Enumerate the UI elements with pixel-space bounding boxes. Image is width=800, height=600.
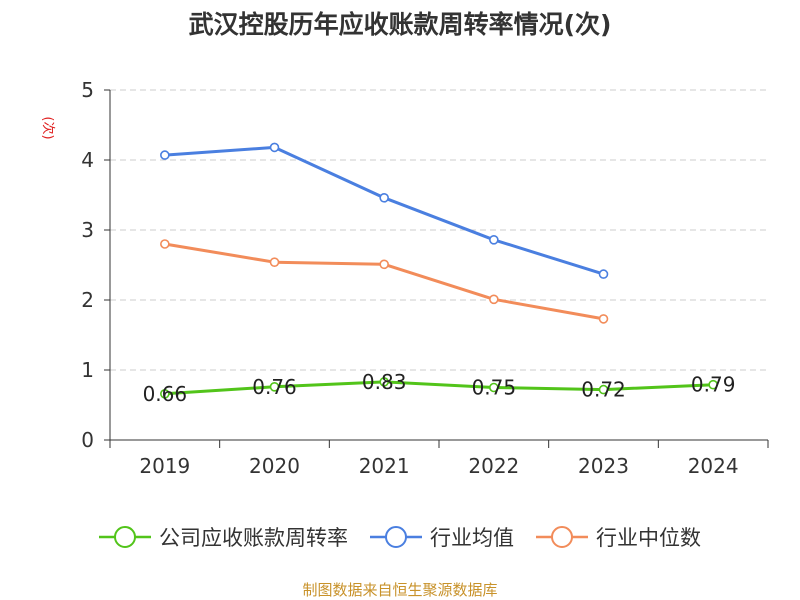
data-point[interactable] bbox=[269, 142, 280, 153]
data-point[interactable] bbox=[379, 259, 389, 270]
data-point[interactable] bbox=[598, 314, 609, 324]
legend-item-2[interactable]: 行业中位数 bbox=[536, 526, 701, 550]
chart-title: 武汉控股历年应收账款周转率情况(次) bbox=[189, 10, 612, 39]
x-tick-label: 2020 bbox=[249, 454, 300, 478]
y-tick-label: 2 bbox=[81, 288, 94, 312]
data-point[interactable] bbox=[708, 379, 718, 390]
source-note: 制图数据来自恒生聚源数据库 bbox=[302, 581, 497, 599]
data-point[interactable] bbox=[598, 269, 609, 279]
x-tick-label: 2023 bbox=[578, 454, 629, 478]
x-tick-label: 2022 bbox=[468, 454, 519, 478]
gridlines bbox=[110, 89, 768, 371]
legend-item-1[interactable]: 行业均值 bbox=[370, 526, 514, 550]
legend-label: 行业中位数 bbox=[596, 526, 701, 550]
series-line-0 bbox=[164, 380, 714, 396]
data-point[interactable] bbox=[379, 377, 389, 387]
data-label: 0.83 bbox=[362, 370, 407, 394]
y-axis-label: (次) bbox=[40, 116, 56, 139]
legend-label: 公司应收账款周转率 bbox=[159, 526, 348, 550]
data-point[interactable] bbox=[160, 150, 170, 160]
data-label: 0.75 bbox=[472, 376, 517, 400]
x-tick-label: 2019 bbox=[139, 454, 190, 478]
x-tick-label: 2024 bbox=[688, 454, 739, 478]
data-point[interactable] bbox=[489, 294, 499, 305]
y-tick-label: 5 bbox=[81, 78, 94, 102]
y-tick-label: 1 bbox=[81, 358, 94, 382]
x-tick-label: 2021 bbox=[359, 454, 410, 478]
data-point[interactable] bbox=[269, 381, 280, 392]
data-label: 0.76 bbox=[252, 375, 297, 399]
legend-marker-icon bbox=[114, 526, 136, 548]
data-point[interactable] bbox=[379, 193, 389, 203]
data-point[interactable] bbox=[160, 388, 170, 399]
data-point[interactable] bbox=[160, 239, 170, 249]
axes: 0 1 2 3 4 5 2019 2020 2021 2022 2023 2024 bbox=[81, 78, 769, 478]
data-label: 0.66 bbox=[143, 382, 188, 406]
legend-marker-icon bbox=[385, 526, 407, 548]
legend-label: 行业均值 bbox=[430, 526, 514, 550]
legend-item-0[interactable]: 公司应收账款周转率 bbox=[99, 526, 348, 550]
data-labels: 0.66 0.76 0.83 0.75 0.72 0.79 bbox=[143, 370, 736, 406]
data-label: 0.72 bbox=[581, 378, 626, 402]
data-point[interactable] bbox=[489, 382, 499, 393]
y-tick-label: 3 bbox=[81, 218, 94, 242]
data-point[interactable] bbox=[269, 257, 280, 268]
series-group bbox=[160, 142, 718, 399]
data-label: 0.79 bbox=[691, 373, 736, 397]
data-point[interactable] bbox=[598, 384, 609, 395]
legend[interactable]: 公司应收账款周转率 行业均值 行业中位数 bbox=[99, 526, 701, 550]
legend-marker-icon bbox=[551, 526, 573, 548]
y-tick-label: 0 bbox=[81, 428, 94, 452]
y-tick-label: 4 bbox=[81, 148, 94, 172]
data-point[interactable] bbox=[489, 235, 499, 245]
series-line-2 bbox=[164, 242, 604, 321]
